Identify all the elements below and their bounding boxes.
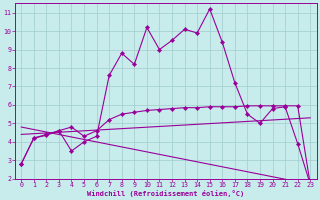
X-axis label: Windchill (Refroidissement éolien,°C): Windchill (Refroidissement éolien,°C) xyxy=(87,190,244,197)
